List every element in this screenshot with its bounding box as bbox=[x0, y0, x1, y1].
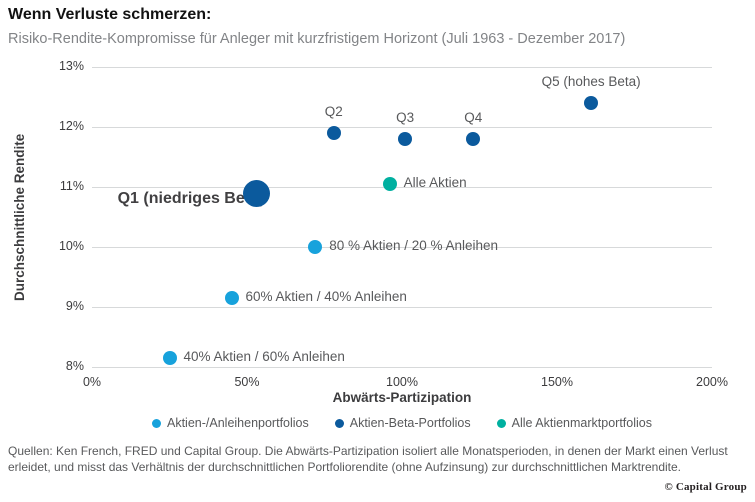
capital-group-logo: © Capital Group bbox=[664, 481, 747, 493]
source-note: Quellen: Ken French, FRED und Capital Gr… bbox=[8, 444, 728, 474]
data-point bbox=[162, 351, 177, 365]
gridline bbox=[92, 126, 712, 128]
chart-title: Wenn Verluste schmerzen: bbox=[8, 6, 212, 23]
x-tick-label: 200% bbox=[696, 375, 728, 389]
x-tick-label: 150% bbox=[541, 375, 573, 389]
data-point bbox=[326, 126, 341, 140]
y-tick-label: 9% bbox=[65, 299, 84, 313]
chart-legend: Aktien-/Anleihenportfolios Aktien-Beta-Po… bbox=[92, 416, 712, 430]
legend-label: Aktien-Beta-Portfolios bbox=[349, 416, 471, 430]
data-point-label: 40% Aktien / 60% Anleihen bbox=[183, 349, 345, 364]
data-point-label: Q4 bbox=[464, 110, 483, 125]
x-tick-label: 50% bbox=[234, 375, 260, 389]
legend-dot-icon bbox=[334, 418, 344, 428]
x-axis-title: Abwärts-Partizipation bbox=[332, 390, 472, 405]
data-point-label: Q1 (niedriges Beta) bbox=[117, 190, 265, 207]
data-point bbox=[308, 240, 323, 254]
data-point bbox=[466, 132, 481, 146]
x-tick-label: 100% bbox=[386, 375, 418, 389]
gridline bbox=[92, 366, 712, 368]
gridline bbox=[92, 306, 712, 308]
data-point-label: Q5 (hohes Beta) bbox=[541, 74, 641, 89]
legend-label: Alle Aktienmarktportfolios bbox=[511, 416, 652, 430]
legend-dot-icon bbox=[496, 418, 506, 428]
data-point bbox=[242, 179, 270, 207]
plot-area: 8% 9% 10% 11% 12% 13% 0% 50% 100% 150% 200% 40% Akt… bbox=[59, 59, 728, 389]
y-tick-label: 13% bbox=[58, 59, 84, 73]
y-tick-label: 8% bbox=[65, 359, 84, 373]
chart-subtitle: Risiko-Rendite-Kompromisse für Anleger m… bbox=[8, 31, 626, 47]
y-tick-label: 10% bbox=[58, 239, 84, 253]
data-point bbox=[382, 177, 397, 191]
data-point-label: 60% Aktien / 40% Anleihen bbox=[245, 289, 407, 304]
legend-dot-icon bbox=[152, 418, 161, 428]
data-point bbox=[584, 96, 599, 110]
gridline bbox=[92, 186, 712, 188]
x-tick-label: 0% bbox=[82, 375, 102, 389]
data-point-label: Q3 bbox=[396, 110, 415, 125]
legend-label: Aktien-/Anleihenportfolios bbox=[167, 416, 309, 430]
data-point-label: Alle Aktien bbox=[403, 175, 467, 190]
legend-item: Alle Aktienmarktportfolios bbox=[496, 416, 652, 430]
data-point-label: Q2 bbox=[324, 104, 343, 119]
y-tick-label: 11% bbox=[59, 179, 84, 193]
y-axis-title: Durchschnittliche Rendite bbox=[12, 133, 27, 301]
data-point bbox=[398, 132, 413, 146]
gridline bbox=[92, 246, 712, 248]
legend-item: Aktien-/Anleihenportfolios bbox=[152, 416, 309, 430]
gridline bbox=[92, 66, 712, 68]
data-point bbox=[224, 291, 239, 305]
y-tick-label: 12% bbox=[58, 119, 84, 133]
legend-item: Aktien-Beta-Portfolios bbox=[334, 416, 471, 430]
data-point-label: 80 % Aktien / 20 % Anleihen bbox=[329, 238, 499, 253]
